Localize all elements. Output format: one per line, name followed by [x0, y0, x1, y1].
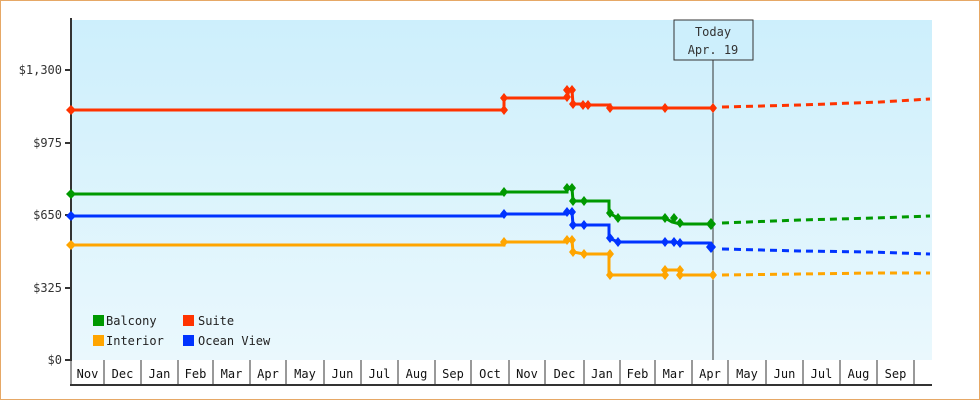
month-label: Dec — [554, 367, 576, 381]
month-label: Aug — [848, 367, 870, 381]
y-tick-label: $325 — [33, 281, 62, 295]
month-label: Nov — [77, 367, 99, 381]
ocean-view-swatch — [183, 335, 194, 346]
y-tick-label: $650 — [33, 208, 62, 222]
month-label: Nov — [516, 367, 538, 381]
series-balcony — [66, 183, 931, 230]
month-label: Sep — [885, 367, 907, 381]
today-marker: Today Apr. 19 — [673, 19, 754, 360]
legend-label: Balcony — [106, 314, 157, 328]
month-label: Jul — [369, 367, 391, 381]
x-axis — [70, 360, 932, 386]
month-label: Jan — [149, 367, 171, 381]
month-label: Jun — [774, 367, 796, 381]
y-axis: $0 $325 $650 $975 $1,300 — [19, 18, 72, 367]
month-label: Feb — [627, 367, 649, 381]
series-ocean-view — [66, 207, 931, 256]
month-label: Apr — [257, 367, 279, 381]
today-date: Apr. 19 — [688, 43, 739, 57]
series-suite — [66, 85, 931, 115]
legend-item-balcony[interactable]: Balcony — [93, 314, 157, 328]
month-label: Oct — [479, 367, 501, 381]
legend: Balcony Suite Interior Ocean View — [93, 314, 271, 348]
month-label: May — [294, 367, 316, 381]
legend-label: Interior — [106, 334, 164, 348]
month-label: Sep — [442, 367, 464, 381]
series-interior — [66, 235, 930, 280]
plot-area — [71, 20, 932, 360]
balcony-swatch — [93, 315, 104, 326]
month-label: Jul — [811, 367, 833, 381]
month-label: Aug — [406, 367, 428, 381]
y-tick-label: $1,300 — [19, 63, 62, 77]
month-label: Jan — [591, 367, 613, 381]
legend-item-interior[interactable]: Interior — [93, 334, 164, 348]
month-label: Mar — [221, 367, 243, 381]
month-label: Jun — [332, 367, 354, 381]
month-label: Feb — [185, 367, 207, 381]
interior-swatch — [93, 335, 104, 346]
legend-label: Ocean View — [198, 334, 271, 348]
legend-label: Suite — [198, 314, 234, 328]
month-label: May — [736, 367, 758, 381]
legend-item-suite[interactable]: Suite — [183, 314, 234, 328]
legend-item-ocean-view[interactable]: Ocean View — [183, 334, 271, 348]
y-tick-label: $0 — [48, 353, 62, 367]
today-label: Today — [695, 25, 731, 39]
month-label: Dec — [112, 367, 134, 381]
suite-swatch — [183, 315, 194, 326]
x-axis-labels: Nov Dec Jan Feb Mar Apr May Jun Jul Aug … — [77, 367, 907, 381]
month-label: Mar — [663, 367, 685, 381]
month-label: Apr — [699, 367, 721, 381]
y-tick-label: $975 — [33, 136, 62, 150]
